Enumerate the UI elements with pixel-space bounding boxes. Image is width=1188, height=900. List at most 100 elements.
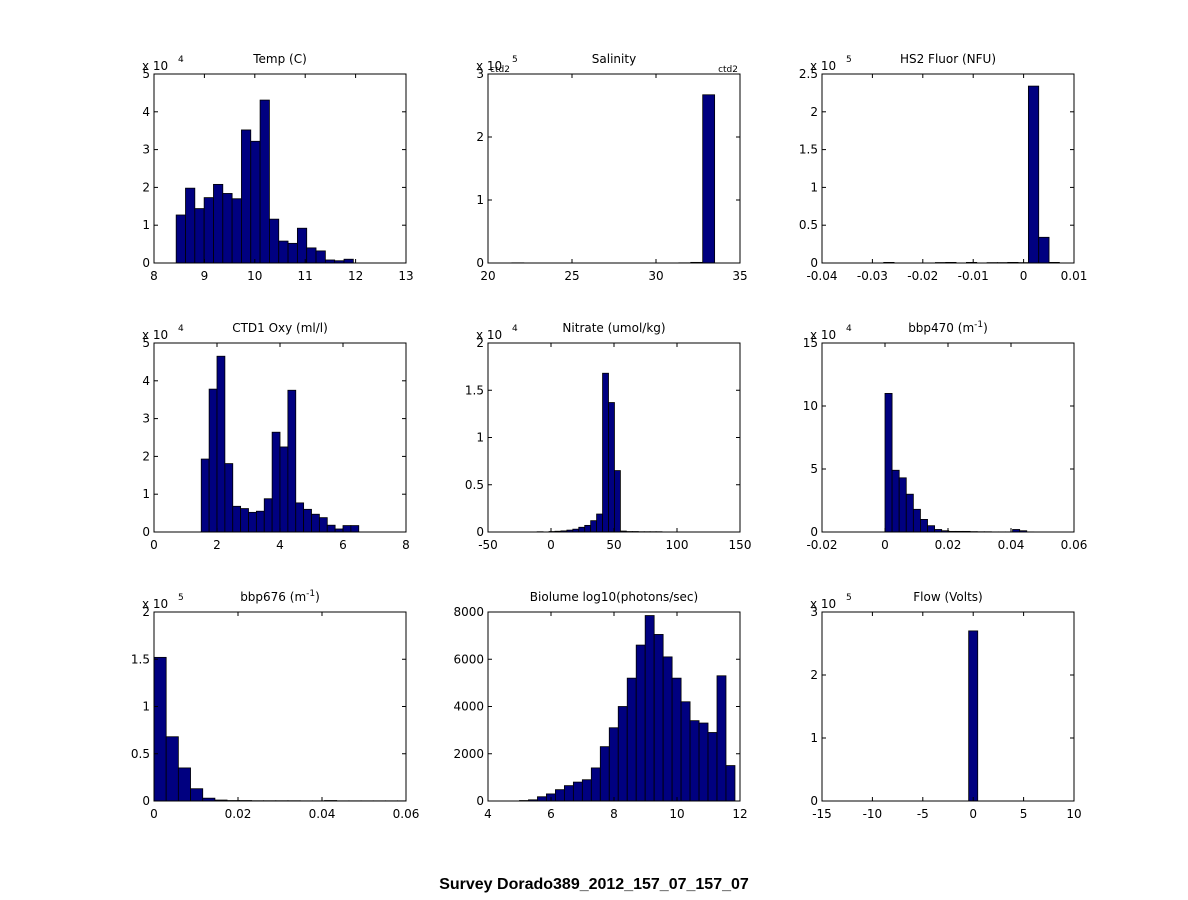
axes-frame (821, 342, 1075, 533)
histogram-bar (884, 392, 893, 533)
histogram-bar (190, 788, 204, 802)
histogram-panel-3: -0.04 -0.03 -0.02 -0.01 0 0.01 0 0.5 1 1.5 2 2.5x 1… (799, 52, 1087, 283)
histogram-bar (259, 99, 270, 264)
histogram-bar (555, 789, 565, 802)
annotation-right: ctd2 (718, 65, 738, 75)
x-tick-label: 0.06 (393, 807, 420, 821)
histogram-panel-8: 4 6 8 10 12 0 2000 4000 6000 8000 Biolume log10(ph… (453, 590, 747, 821)
histogram-bar (343, 258, 354, 264)
histogram-bar (608, 402, 615, 533)
histogram-bar (271, 431, 281, 533)
x-tick-label: 0.04 (998, 538, 1025, 552)
histogram-panel-4: 0 2 4 6 8 0 1 2 3 4 5x 10 4 CTD1 Oxy (ml/l) (142, 321, 410, 552)
x-tick-label: 8 (150, 269, 158, 283)
histogram-bar (153, 656, 167, 802)
histogram-bar (250, 140, 261, 264)
y-tick-label: 0 (142, 794, 150, 808)
y-tick-label: 0 (810, 794, 818, 808)
x-tick-label: 0 (881, 538, 889, 552)
histogram-bar (891, 469, 900, 533)
histogram-bar (596, 513, 603, 533)
y-tick-label: 3 (142, 412, 150, 426)
y-tick-label: 2 (810, 105, 818, 119)
y-tick-label: 0 (142, 256, 150, 270)
histogram-bar (905, 493, 914, 533)
y-tick-label: 0.5 (465, 478, 484, 492)
y-tick-label: 1.5 (131, 652, 150, 666)
y-tick-label: 0 (810, 525, 818, 539)
histogram-bar (232, 505, 242, 533)
x-tick-label: 12 (348, 269, 363, 283)
y-tick-label: 3 (476, 67, 484, 81)
y-tick-label: 1 (142, 487, 150, 501)
y-exponent-label: 4 (178, 324, 184, 334)
histogram-bar (194, 208, 205, 264)
histogram-bar (614, 470, 621, 533)
y-multiplier-label: x 10 (476, 59, 502, 73)
histogram-bar (644, 615, 655, 802)
histogram-bar (617, 706, 628, 802)
y-tick-label: 1 (476, 431, 484, 445)
y-tick-label: 2 (142, 180, 150, 194)
histogram-bar (716, 675, 727, 802)
histogram-bar (240, 508, 249, 533)
x-tick-label: -5 (917, 807, 929, 821)
histogram-bar (287, 242, 298, 264)
y-multiplier-label: x 10 (142, 328, 168, 342)
panel-title: bbp470 (m-1) (908, 320, 988, 335)
x-tick-label: 30 (648, 269, 663, 283)
y-tick-label: 0 (142, 525, 150, 539)
histogram-bar (177, 767, 191, 802)
x-tick-label: 0 (150, 807, 158, 821)
y-tick-label: 3 (142, 143, 150, 157)
x-tick-label: -0.01 (958, 269, 989, 283)
panel-title: Temp (C) (252, 52, 307, 66)
histogram-bar (578, 526, 586, 533)
y-tick-label: 1 (810, 180, 818, 194)
x-tick-label: 2 (213, 538, 221, 552)
x-tick-label: 0 (1020, 269, 1028, 283)
panel-title: Biolume log10(photons/sec) (530, 590, 698, 604)
y-tick-label: 2000 (453, 747, 484, 761)
x-tick-label: -0.04 (806, 269, 837, 283)
y-exponent-label: 5 (846, 593, 852, 603)
histogram-bar (626, 677, 637, 802)
y-tick-label: 4 (142, 374, 150, 388)
histogram-bar (241, 129, 252, 264)
x-tick-label: 10 (247, 269, 262, 283)
x-tick-label: 0.02 (935, 538, 962, 552)
y-tick-label: 0 (476, 256, 484, 270)
histogram-bar (968, 630, 979, 802)
x-tick-label: 8 (402, 538, 410, 552)
histogram-panel-2: 20 25 30 35 0 1 2 3x 10 5 Salinity ctd2 ctd2 (476, 52, 748, 283)
x-tick-label: 35 (732, 269, 747, 283)
histogram-bar (213, 183, 224, 264)
histogram-bar (590, 767, 601, 802)
histogram-bar (1027, 85, 1040, 264)
histogram-bar (222, 193, 233, 264)
x-tick-label: 12 (732, 807, 747, 821)
panel-title: bbp676 (m-1) (240, 589, 320, 604)
histogram-bar (662, 656, 673, 802)
histogram-bar (927, 525, 936, 533)
histogram-bar (680, 701, 691, 802)
x-tick-label: -50 (478, 538, 498, 552)
histogram-bar (279, 446, 289, 533)
histogram-bar (537, 796, 547, 802)
x-tick-label: 6 (339, 538, 347, 552)
histogram-bar (203, 197, 214, 264)
x-tick-label: 10 (669, 807, 684, 821)
x-tick-label: 9 (201, 269, 209, 283)
histogram-bar (581, 779, 592, 802)
histogram-bar (315, 250, 326, 264)
histogram-bar (1038, 236, 1050, 264)
histogram-bar (698, 722, 709, 802)
histogram-bar (306, 247, 317, 264)
x-tick-label: 25 (564, 269, 579, 283)
y-tick-label: 0 (810, 256, 818, 270)
axes-frame (821, 73, 1075, 264)
y-tick-label: 1 (142, 218, 150, 232)
x-tick-label: 11 (298, 269, 313, 283)
